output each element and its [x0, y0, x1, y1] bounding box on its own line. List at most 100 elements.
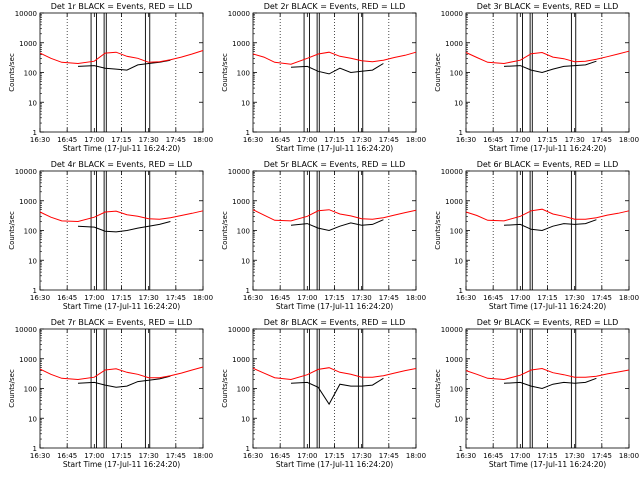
x-axis-label: Start Time (17-Jul-11 16:24:20): [276, 144, 393, 153]
x-tick-label: 17:45: [166, 452, 186, 460]
x-tick-label: 18:00: [406, 294, 426, 302]
lld-series-line: [252, 209, 417, 222]
y-tick-label: 100: [237, 70, 250, 78]
x-tick-label: 17:00: [84, 452, 104, 460]
x-tick-label: 17:30: [352, 452, 372, 460]
y-tick-label: 1: [459, 287, 463, 295]
plot-frame: [465, 12, 630, 133]
plot-title: Det 5r BLACK = Events, RED = LLD: [264, 160, 406, 169]
y-tick-label: 1: [246, 287, 250, 295]
x-tick-label: 17:00: [84, 294, 104, 302]
x-tick-label: 16:45: [483, 452, 503, 460]
events-series-line: [503, 60, 597, 74]
plot-panel-8: Det 8r BLACK = Events, RED = LLD 1 10 100 10…: [221, 318, 426, 469]
x-axis-label: Start Time (17-Jul-11 16:24:20): [63, 144, 180, 153]
x-tick-label: 17:15: [537, 136, 557, 144]
x-tick-label: 17:30: [565, 452, 585, 460]
x-tick-label: 16:45: [270, 136, 290, 144]
x-axis-label: Start Time (17-Jul-11 16:24:20): [276, 460, 393, 469]
events-series-line: [290, 63, 384, 75]
y-tick-label: 100: [24, 70, 37, 78]
x-tick-label: 18:00: [619, 294, 639, 302]
y-tick-label: 10000: [441, 326, 463, 334]
plot-panel-5: Det 5r BLACK = Events, RED = LLD 1 10 100 10…: [221, 160, 426, 311]
x-tick-label: 17:15: [324, 294, 344, 302]
lld-series-line: [39, 366, 204, 381]
x-tick-label: 17:00: [510, 136, 530, 144]
x-tick-label: 17:00: [297, 136, 317, 144]
y-tick-label: 1000: [445, 356, 463, 364]
x-tick-label: 17:45: [166, 294, 186, 302]
x-tick-label: 16:45: [483, 294, 503, 302]
x-tick-label: 17:00: [510, 452, 530, 460]
x-tick-label: 17:30: [565, 294, 585, 302]
x-tick-label: 17:30: [139, 452, 159, 460]
x-tick-label: 18:00: [406, 136, 426, 144]
y-tick-label: 1000: [19, 356, 37, 364]
x-tick-label: 17:15: [537, 452, 557, 460]
y-tick-label: 1000: [232, 198, 250, 206]
x-tick-label: 17:00: [297, 452, 317, 460]
plot-panel-4: Det 4r BLACK = Events, RED = LLD 1 10 100 10…: [8, 160, 213, 311]
y-axis-label: Counts/sec: [8, 211, 16, 250]
y-tick-label: 10: [454, 99, 463, 107]
y-axis-label: Counts/sec: [221, 211, 229, 250]
y-tick-label: 1000: [445, 198, 463, 206]
x-tick-label: 17:30: [139, 294, 159, 302]
x-axis-label: Start Time (17-Jul-11 16:24:20): [489, 302, 606, 311]
x-tick-label: 16:45: [57, 294, 77, 302]
plot-title: Det 9r BLACK = Events, RED = LLD: [477, 318, 619, 327]
lld-series-line: [39, 210, 204, 223]
y-tick-label: 10000: [441, 168, 463, 176]
x-tick-label: 16:30: [30, 136, 50, 144]
plot-title: Det 1r BLACK = Events, RED = LLD: [51, 2, 193, 11]
lld-series-line: [252, 51, 417, 65]
y-axis-label: Counts/sec: [221, 53, 229, 92]
x-tick-label: 17:45: [166, 136, 186, 144]
x-tick-label: 16:45: [57, 452, 77, 460]
plot-panel-1: Det 1r BLACK = Events, RED = LLD 1 10 100 10…: [8, 2, 213, 153]
plot-frame: [465, 170, 630, 291]
events-series-line: [290, 377, 384, 406]
x-tick-label: 17:30: [352, 136, 372, 144]
x-tick-label: 17:00: [510, 294, 530, 302]
y-tick-label: 1: [33, 129, 37, 137]
plot-frame: [252, 170, 417, 291]
lld-series-line: [465, 208, 630, 222]
y-tick-label: 100: [450, 70, 463, 78]
plot-panel-2: Det 2r BLACK = Events, RED = LLD 1 10 100 10…: [221, 2, 426, 153]
y-tick-label: 10: [454, 415, 463, 423]
y-tick-label: 1000: [19, 198, 37, 206]
x-tick-label: 18:00: [193, 294, 213, 302]
x-tick-label: 16:30: [243, 452, 263, 460]
lld-series-line: [252, 367, 417, 381]
plot-title: Det 7r BLACK = Events, RED = LLD: [51, 318, 193, 327]
plot-title: Det 4r BLACK = Events, RED = LLD: [51, 160, 193, 169]
plot-panel-3: Det 3r BLACK = Events, RED = LLD 1 10 100 10…: [434, 2, 639, 153]
y-axis-label: Counts/sec: [434, 53, 442, 92]
x-axis-label: Start Time (17-Jul-11 16:24:20): [489, 460, 606, 469]
y-tick-label: 10: [28, 99, 37, 107]
x-tick-label: 17:45: [379, 294, 399, 302]
x-tick-label: 17:15: [537, 294, 557, 302]
y-tick-label: 1: [246, 129, 250, 137]
y-tick-label: 100: [450, 228, 463, 236]
plot-frame: [465, 328, 630, 449]
x-axis-label: Start Time (17-Jul-11 16:24:20): [489, 144, 606, 153]
x-tick-label: 16:30: [456, 452, 476, 460]
y-tick-label: 100: [24, 228, 37, 236]
events-series-line: [77, 221, 171, 233]
y-tick-label: 10000: [441, 10, 463, 18]
y-tick-label: 1: [459, 129, 463, 137]
x-tick-label: 17:45: [379, 452, 399, 460]
x-axis-label: Start Time (17-Jul-11 16:24:20): [63, 460, 180, 469]
y-tick-label: 10000: [15, 326, 37, 334]
x-tick-label: 17:30: [352, 294, 372, 302]
x-tick-label: 17:45: [592, 294, 612, 302]
x-tick-label: 16:45: [57, 136, 77, 144]
y-tick-label: 100: [237, 228, 250, 236]
plot-frame: [39, 328, 204, 449]
x-tick-label: 17:15: [111, 452, 131, 460]
y-tick-label: 1000: [19, 40, 37, 48]
